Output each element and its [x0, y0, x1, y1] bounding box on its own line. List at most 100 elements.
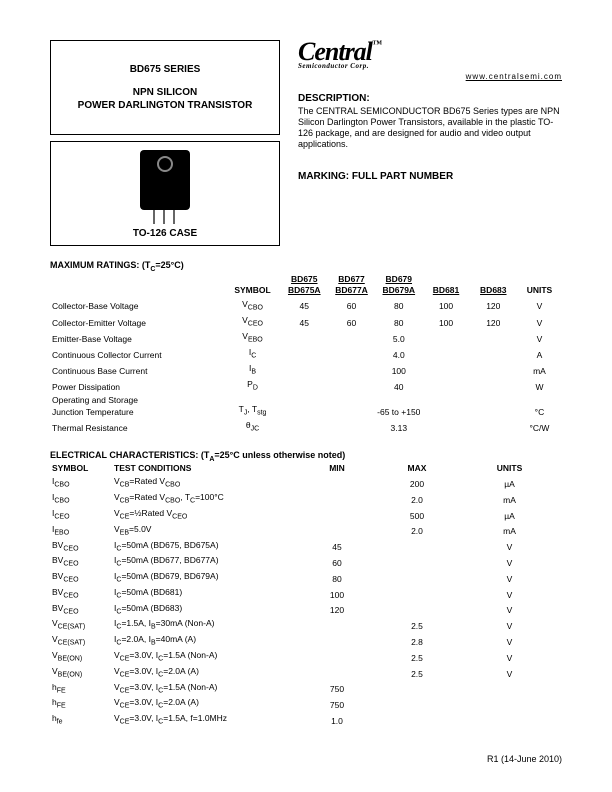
- symbol-cell: hFE: [50, 696, 112, 712]
- min-cell: [297, 617, 377, 633]
- website-link[interactable]: www.centralsemi.com: [298, 72, 562, 81]
- symbol-cell: VCE(SAT): [50, 633, 112, 649]
- value-cell: [328, 362, 375, 378]
- condition-cell: VEB=5.0V: [112, 523, 297, 539]
- description-heading: DESCRIPTION:: [298, 93, 562, 104]
- table-row: ICBOVCB=Rated VCBO, TC=100°C2.0mA: [50, 491, 562, 507]
- value-cell: [470, 346, 517, 362]
- max-cell: [377, 696, 457, 712]
- param-cell: Collector-Base Voltage: [50, 298, 224, 314]
- value-cell: [470, 419, 517, 435]
- value-cell: [422, 330, 469, 346]
- col-head: BD681: [433, 285, 459, 295]
- value-cell: 100: [375, 362, 422, 378]
- param-cell: Operating and StorageJunction Temperatur…: [50, 394, 224, 419]
- unit-cell: [457, 681, 562, 697]
- table-row: hFEVCE=3.0V, IC=1.5A (Non-A)750: [50, 681, 562, 697]
- value-cell: [328, 378, 375, 394]
- symbol-cell: IEBO: [50, 523, 112, 539]
- table-row: IEBOVEB=5.0V2.0mA: [50, 523, 562, 539]
- col-head: BD675BD675A: [288, 274, 321, 295]
- symbol-cell: BVCEO: [50, 554, 112, 570]
- value-cell: [328, 330, 375, 346]
- unit-cell: °C: [517, 394, 562, 419]
- value-cell: [281, 362, 328, 378]
- table-row: VBE(ON)VCE=3.0V, IC=2.0A (A)2.5V: [50, 665, 562, 681]
- header-row: BD675 SERIES NPN SILICON POWER DARLINGTO…: [50, 40, 562, 246]
- param-cell: Continuous Collector Current: [50, 346, 224, 362]
- min-cell: [297, 523, 377, 539]
- max-cell: [377, 681, 457, 697]
- condition-cell: IC=50mA (BD675, BD675A): [112, 539, 297, 555]
- elec-char-table: SYMBOL TEST CONDITIONS MIN MAX UNITS ICB…: [50, 462, 562, 728]
- param-cell: Continuous Base Current: [50, 362, 224, 378]
- value-cell: [281, 346, 328, 362]
- marking-label: MARKING: FULL PART NUMBER: [298, 171, 562, 182]
- table-row: BVCEOIC=50mA (BD683)120 V: [50, 602, 562, 618]
- type-line-2: POWER DARLINGTON TRANSISTOR: [51, 99, 279, 112]
- value-cell: [281, 394, 328, 419]
- symbol-cell: BVCEO: [50, 602, 112, 618]
- unit-cell: V: [517, 314, 562, 330]
- symbol-cell: ICEO: [50, 507, 112, 523]
- unit-cell: mA: [517, 362, 562, 378]
- max-cell: [377, 712, 457, 728]
- value-cell: [281, 419, 328, 435]
- symbol-cell: IC: [224, 346, 280, 362]
- value-cell: 60: [328, 314, 375, 330]
- value-cell: [422, 362, 469, 378]
- value-cell: [281, 330, 328, 346]
- table-row: Collector-Emitter VoltageVCEO45608010012…: [50, 314, 562, 330]
- value-cell: [281, 378, 328, 394]
- unit-cell: V: [517, 330, 562, 346]
- table-row: Collector-Base VoltageVCBO456080100120V: [50, 298, 562, 314]
- condition-cell: IC=50mA (BD683): [112, 602, 297, 618]
- right-column: Central™ Semiconductor Corp. www.central…: [280, 40, 562, 246]
- value-cell: -65 to +150: [375, 394, 422, 419]
- title-box: BD675 SERIES NPN SILICON POWER DARLINGTO…: [50, 40, 280, 135]
- value-cell: 45: [281, 314, 328, 330]
- unit-cell: V: [457, 633, 562, 649]
- table-row: Continuous Base CurrentIB100mA: [50, 362, 562, 378]
- table-row: Emitter-Base VoltageVEBO5.0V: [50, 330, 562, 346]
- max-cell: [377, 539, 457, 555]
- table-row: hFEVCE=3.0V, IC=2.0A (A)750: [50, 696, 562, 712]
- unit-cell: V: [457, 586, 562, 602]
- condition-cell: VCE=3.0V, IC=1.5A (Non-A): [112, 649, 297, 665]
- value-cell: [470, 362, 517, 378]
- table-row: hfeVCE=3.0V, IC=1.5A, f=1.0MHz1.0: [50, 712, 562, 728]
- symbol-cell: TJ, Tstg: [224, 394, 280, 419]
- unit-cell: V: [457, 554, 562, 570]
- value-cell: 40: [375, 378, 422, 394]
- symbol-cell: VCE(SAT): [50, 617, 112, 633]
- table-row: Continuous Collector CurrentIC 4.0 A: [50, 346, 562, 362]
- value-cell: 4.0: [375, 346, 422, 362]
- min-cell: 60: [297, 554, 377, 570]
- max-cell: 2.5: [377, 665, 457, 681]
- value-cell: 45: [281, 298, 328, 314]
- min-cell: 120: [297, 602, 377, 618]
- min-cell: [297, 665, 377, 681]
- symbol-cell: ICBO: [50, 475, 112, 491]
- max-cell: [377, 554, 457, 570]
- param-cell: Power Dissipation: [50, 378, 224, 394]
- condition-cell: VCE=3.0V, IC=2.0A (A): [112, 696, 297, 712]
- param-cell: Collector-Emitter Voltage: [50, 314, 224, 330]
- max-cell: 2.0: [377, 491, 457, 507]
- condition-cell: VCE=½Rated VCEO: [112, 507, 297, 523]
- value-cell: 80: [375, 314, 422, 330]
- table-row: Power DissipationPD40W: [50, 378, 562, 394]
- param-cell: Thermal Resistance: [50, 419, 224, 435]
- value-cell: [470, 378, 517, 394]
- col-head: BD679BD679A: [382, 274, 415, 295]
- table-row: VCE(SAT)IC=1.5A, IB=30mA (Non-A)2.5V: [50, 617, 562, 633]
- max-cell: 200: [377, 475, 457, 491]
- unit-cell: V: [457, 602, 562, 618]
- table-row: BVCEOIC=50mA (BD677, BD677A)60V: [50, 554, 562, 570]
- unit-cell: A: [517, 346, 562, 362]
- condition-cell: VCB=Rated VCBO: [112, 475, 297, 491]
- value-cell: 60: [328, 298, 375, 314]
- unit-cell: V: [457, 665, 562, 681]
- max-cell: 500: [377, 507, 457, 523]
- case-label: TO-126 CASE: [133, 228, 197, 239]
